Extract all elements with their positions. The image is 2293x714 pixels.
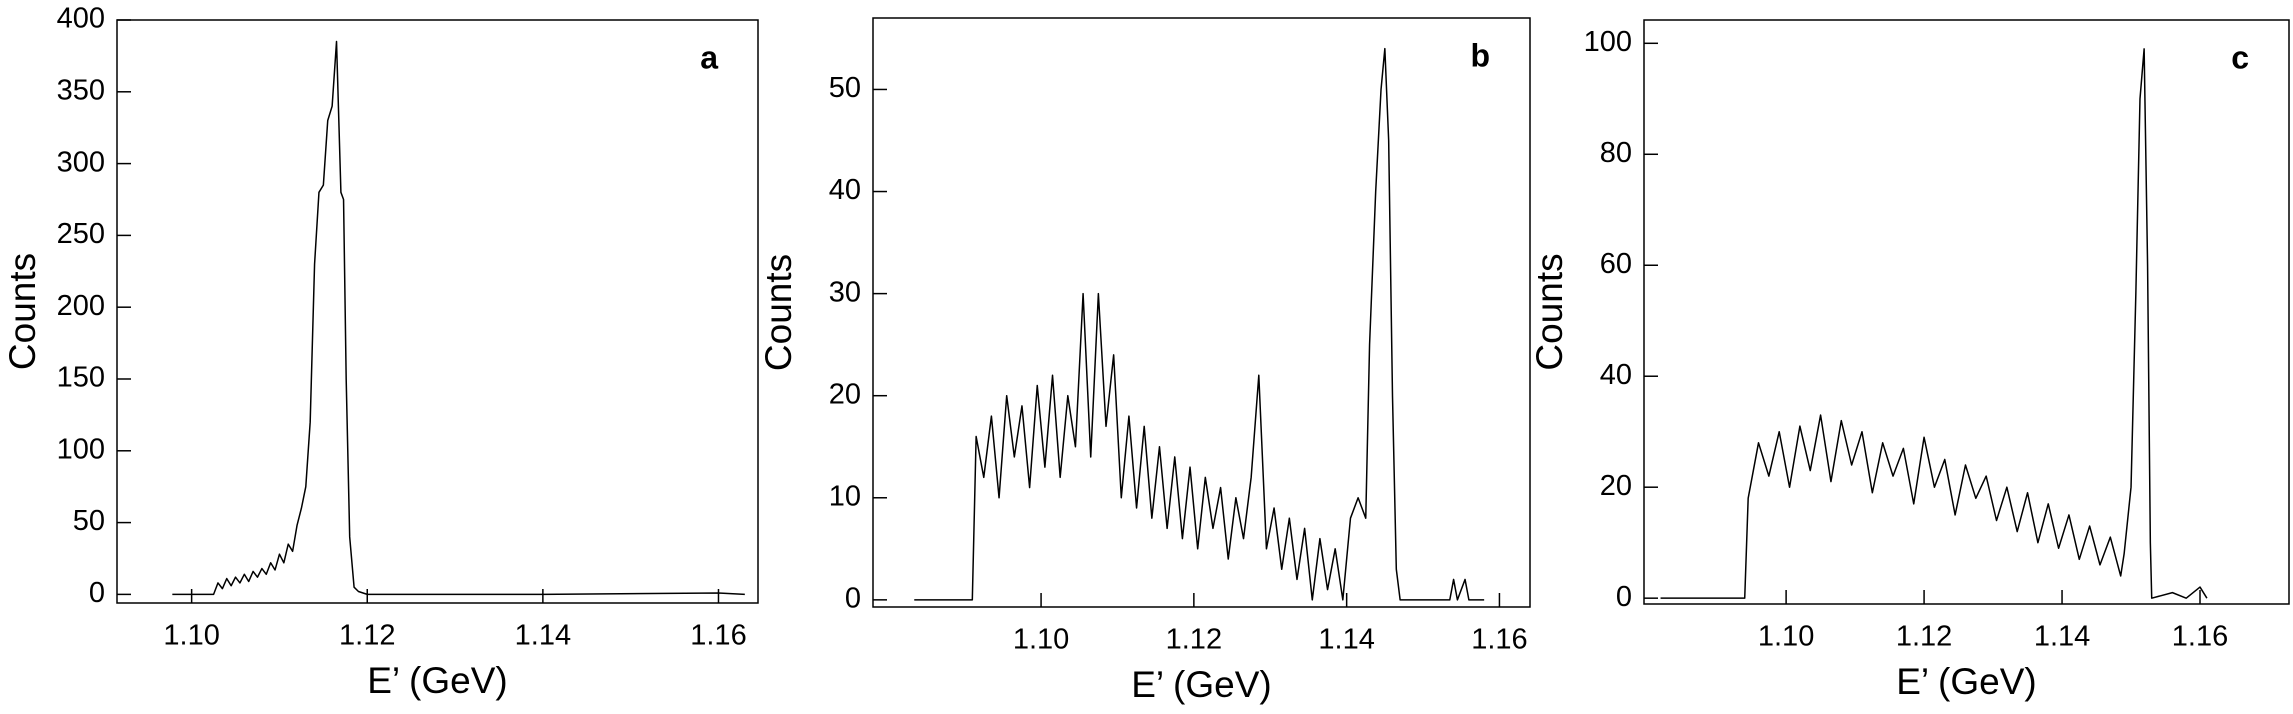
y-tick-label: 100 — [1584, 26, 1632, 58]
y-tick-label: 30 — [829, 276, 861, 308]
x-tick-label: 1.10 — [1758, 621, 1814, 653]
y-tick-label: 50 — [73, 505, 105, 537]
y-tick-label: 10 — [829, 480, 861, 512]
panel: 0 50 100 150 200 250 300 350 400 1.10 1.12 1.14 1.16… — [2, 3, 759, 701]
x-tick-label: 1.14 — [515, 620, 571, 652]
y-tick-label: 200 — [57, 290, 105, 322]
y-axis-label: Counts — [1529, 253, 1570, 370]
y-tick-label: 0 — [1616, 581, 1632, 613]
x-axis-label: E’ (GeV) — [1896, 661, 2036, 702]
histogram-line — [172, 40, 745, 596]
panel-label: a — [700, 39, 718, 75]
plot-frame — [116, 19, 759, 604]
y-tick-label: 0 — [845, 583, 861, 615]
x-tick-label: 1.16 — [2172, 621, 2228, 653]
x-axis-label: E’ (GeV) — [367, 660, 507, 701]
y-tick-label: 80 — [1600, 137, 1632, 169]
y-tick-label: 40 — [1600, 359, 1632, 391]
y-tick-label: 20 — [829, 378, 861, 410]
x-tick-label: 1.16 — [1471, 624, 1527, 656]
x-tick-label: 1.12 — [1896, 621, 1952, 653]
x-axis-label: E’ (GeV) — [1131, 664, 1271, 705]
y-tick-label: 40 — [829, 174, 861, 206]
y-tick-label: 400 — [57, 3, 105, 35]
y-tick-label: 0 — [89, 577, 105, 609]
x-tick-label: 1.10 — [1013, 624, 1069, 656]
y-tick-label: 60 — [1600, 248, 1632, 280]
panel: 0 10 20 30 40 50 1.10 1.12 1.14 1.16 Counts E’ (GeV… — [758, 17, 1531, 705]
panel: 0 20 40 60 80 100 1.10 1.12 1.14 1.16 Counts E’ (Ge… — [1529, 19, 2290, 702]
y-axis-label: Counts — [2, 253, 43, 370]
panel-label: b — [1470, 37, 1490, 73]
histogram-line — [1660, 48, 2208, 599]
y-tick-label: 250 — [57, 218, 105, 250]
y-tick-label: 350 — [57, 74, 105, 106]
plot-frame — [872, 17, 1531, 608]
plot-frame — [1643, 19, 2290, 605]
y-axis-label: Counts — [758, 254, 799, 371]
x-tick-label: 1.12 — [1166, 624, 1222, 656]
histogram-line — [914, 47, 1485, 601]
x-tick-label: 1.12 — [339, 620, 395, 652]
y-tick-label: 50 — [829, 72, 861, 104]
panel-label: c — [2231, 39, 2249, 75]
x-tick-label: 1.14 — [2034, 621, 2090, 653]
y-tick-label: 100 — [57, 433, 105, 465]
y-tick-label: 20 — [1600, 470, 1632, 502]
x-tick-label: 1.14 — [1318, 624, 1374, 656]
y-tick-label: 150 — [57, 362, 105, 394]
x-tick-label: 1.16 — [690, 620, 746, 652]
y-tick-label: 300 — [57, 146, 105, 178]
x-tick-label: 1.10 — [163, 620, 219, 652]
